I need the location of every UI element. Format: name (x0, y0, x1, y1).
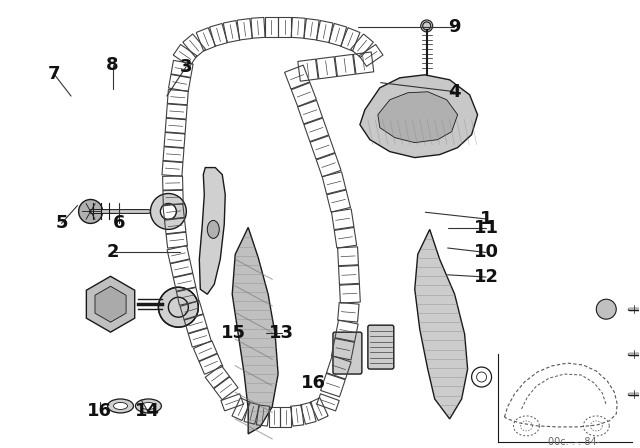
Text: 00c. .-. 84-: 00c. .-. 84- (548, 437, 600, 447)
Polygon shape (86, 276, 135, 332)
Text: 13: 13 (269, 324, 294, 342)
Text: 7: 7 (47, 65, 60, 83)
Text: 2: 2 (106, 243, 119, 262)
Circle shape (79, 199, 102, 224)
Polygon shape (415, 229, 468, 419)
Text: 14: 14 (135, 402, 160, 420)
Text: 16: 16 (301, 375, 326, 392)
Ellipse shape (113, 402, 127, 409)
Ellipse shape (141, 402, 156, 409)
Polygon shape (199, 168, 225, 294)
Text: 3: 3 (180, 58, 192, 76)
Ellipse shape (207, 220, 220, 238)
Text: 11: 11 (474, 219, 499, 237)
Polygon shape (232, 228, 278, 434)
Text: 1: 1 (480, 210, 492, 228)
Polygon shape (378, 92, 458, 142)
Text: 6: 6 (113, 215, 125, 233)
Text: 9: 9 (448, 18, 460, 36)
Circle shape (159, 287, 198, 327)
Text: 15: 15 (221, 324, 246, 342)
Text: 8: 8 (106, 56, 119, 74)
Text: 5: 5 (55, 215, 68, 233)
FancyBboxPatch shape (333, 332, 362, 374)
Ellipse shape (136, 399, 161, 413)
Circle shape (596, 299, 616, 319)
Text: 16: 16 (87, 402, 112, 420)
Circle shape (150, 194, 186, 229)
FancyBboxPatch shape (368, 325, 394, 369)
Ellipse shape (108, 399, 134, 413)
Text: 12: 12 (474, 268, 499, 286)
Text: 10: 10 (474, 243, 499, 262)
Polygon shape (95, 286, 126, 322)
Polygon shape (360, 75, 477, 158)
Circle shape (161, 203, 177, 220)
Circle shape (420, 20, 433, 32)
Text: 4: 4 (448, 82, 460, 101)
